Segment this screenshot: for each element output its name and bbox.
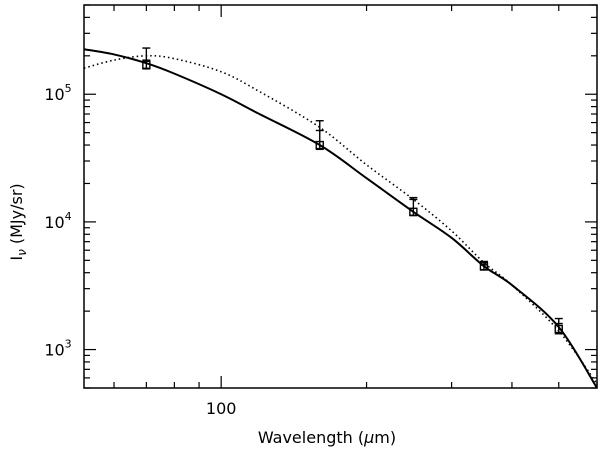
data-point: [554, 324, 563, 334]
y-tick-label: 103: [44, 338, 71, 360]
x-tick-label: 100: [206, 399, 237, 418]
y-tick-base: 10: [44, 85, 64, 104]
curves: [84, 48, 597, 388]
plot-frame: [83, 4, 598, 389]
data-points: [142, 47, 563, 335]
y-axis-label: Iν (MJy/sr): [7, 183, 29, 260]
model-curve-dotted: [84, 54, 597, 385]
data-point: [142, 60, 151, 70]
y-tick-exponent: 3: [65, 338, 72, 351]
y-tick-label: 104: [44, 210, 71, 232]
model-curve-solid: [84, 48, 597, 388]
data-point: [479, 261, 489, 271]
y-tick-exponent: 4: [65, 210, 72, 223]
y-tick-base: 10: [44, 341, 64, 360]
x-axis-label: Wavelength (μm): [258, 428, 396, 447]
plot-border: [83, 4, 598, 389]
y-tick-base: 10: [44, 213, 64, 232]
data-point: [315, 140, 324, 150]
y-tick-label: 105: [44, 82, 71, 104]
data-point: [409, 207, 418, 216]
y-tick-exponent: 5: [65, 82, 72, 95]
